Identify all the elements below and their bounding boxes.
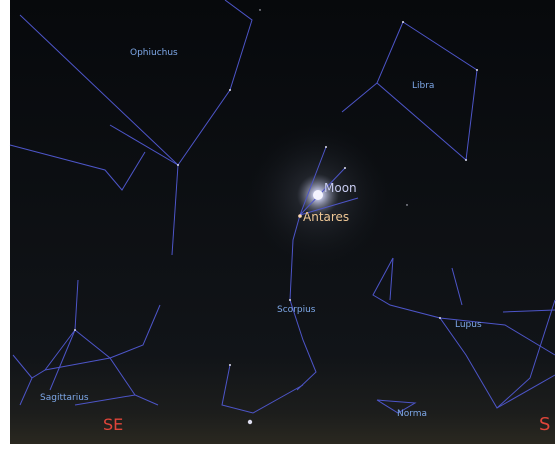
constellation-name: Scorpius xyxy=(277,305,316,315)
cardinal-label: S xyxy=(539,414,550,435)
moon xyxy=(313,190,323,200)
cardinal-label: SE xyxy=(103,415,123,434)
constellation-name: Libra xyxy=(412,81,434,91)
constellation-name: Lupus xyxy=(455,320,482,330)
constellation-name: Sagittarius xyxy=(40,393,89,403)
object-label: Moon xyxy=(324,181,357,195)
constellation-name: Ophiuchus xyxy=(130,48,178,58)
stars xyxy=(74,9,478,425)
object-label: Antares xyxy=(303,210,349,224)
constellation-name: Norma xyxy=(397,409,427,419)
